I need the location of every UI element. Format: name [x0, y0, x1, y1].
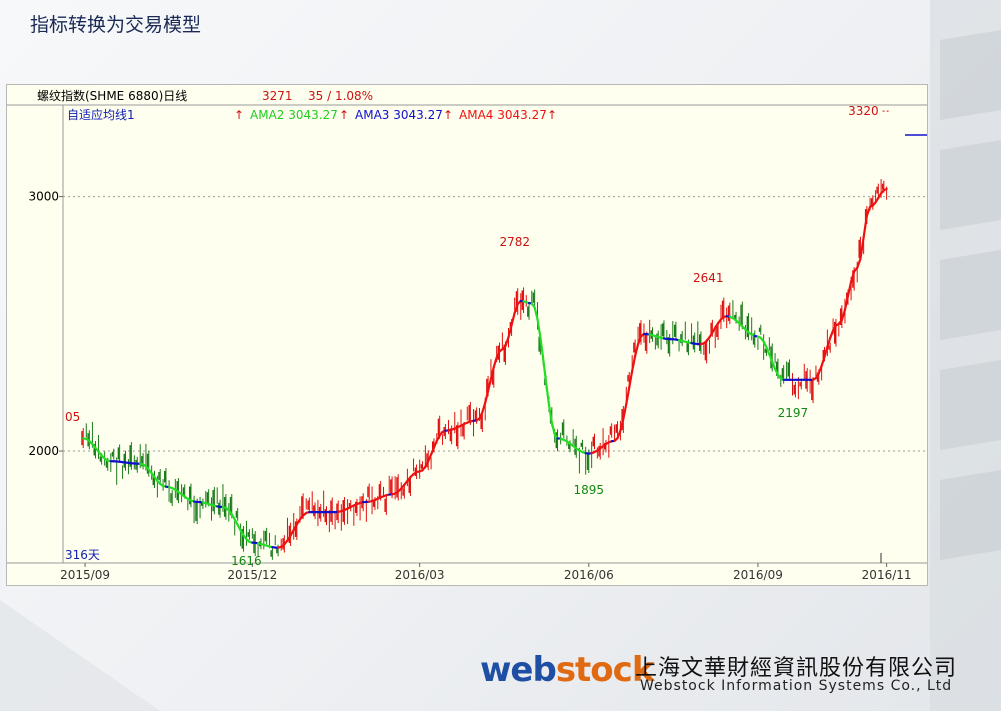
company-logo: webstock 上海文華財經資訊股份有限公司 Webstock Informa… — [480, 648, 1001, 708]
ama-segment — [489, 365, 495, 380]
ama-segment — [484, 389, 490, 404]
ama-segment — [550, 421, 556, 436]
ama-segment — [768, 353, 774, 364]
ama-segment — [817, 364, 823, 375]
ama-segment — [432, 439, 438, 449]
ama-segment — [865, 205, 872, 217]
x-tick-label: 2016/06 — [564, 568, 614, 582]
ama-segment — [846, 280, 853, 297]
annotation-2641: 2641 — [693, 271, 724, 285]
price-value: 3271 — [262, 89, 293, 103]
ama-segment — [823, 345, 829, 358]
ama-segment — [507, 323, 513, 339]
ama-segment — [628, 369, 634, 389]
ama-segment — [636, 335, 643, 346]
slide-title: 指标转换为交易模型 — [30, 14, 202, 36]
ama-segment — [542, 358, 548, 384]
logo-brand-web: web — [480, 650, 557, 690]
ama-segment — [622, 402, 628, 420]
chart-title: 螺纹指数(SHME 6880)日线 — [37, 88, 187, 103]
x-tick-label: 2015/09 — [60, 568, 110, 582]
left-edge-label: 05 — [65, 410, 80, 424]
indicator-arrow-3: ↑ — [443, 108, 453, 122]
ama-segment — [539, 336, 545, 361]
days-label: 316天 — [65, 548, 100, 562]
y-tick-label: 2000 — [28, 444, 59, 458]
x-tick-label: 2016/03 — [395, 568, 445, 582]
ama2-value: AMA2 3043.27 — [250, 108, 338, 122]
annotation-2782: 2782 — [499, 235, 530, 249]
price-change: 35 / 1.08% — [308, 89, 373, 103]
ama-segment — [492, 356, 498, 369]
ama-segment — [619, 417, 625, 432]
ama-segment — [826, 336, 832, 349]
chart-panel[interactable]: 螺纹指数(SHME 6880)日线 3271 35 / 1.08% 自适应均线1… — [6, 84, 928, 586]
indicator-arrow-1: ↑ — [234, 108, 244, 122]
x-tick-label: 2016/09 — [733, 568, 783, 582]
ama-segment — [771, 360, 777, 371]
ama-segment — [765, 346, 771, 356]
ama-segment — [856, 257, 862, 269]
indicator-arrow-4: ↑ — [547, 108, 557, 122]
company-name-en: Webstock Information Systems Co., Ltd — [640, 678, 953, 694]
ama-segment — [544, 381, 551, 406]
ama-segment — [427, 453, 433, 463]
indicator-arrow-2: ↑ — [339, 108, 349, 122]
ama-segment — [882, 187, 888, 192]
ama3-value: AMA3 3043.27 — [355, 108, 443, 122]
ama-segment — [840, 308, 847, 322]
annotation-1895: 1895 — [574, 483, 605, 497]
annotation-3320: 3320 — [848, 104, 879, 118]
logo-brand: webstock — [480, 650, 655, 690]
ama-segment — [536, 318, 542, 339]
ama-segment — [829, 329, 835, 339]
ama-segment — [429, 446, 436, 456]
ama-segment — [504, 336, 510, 348]
logo-brand-stock: stock — [555, 650, 655, 690]
x-tick-label: 2016/11 — [862, 568, 912, 582]
company-name-cn: 上海文華財經資訊股份有限公司 — [635, 656, 958, 681]
ama-segment — [478, 411, 484, 420]
ama-layer — [82, 187, 888, 549]
ama4-value: AMA4 3043.27 — [459, 108, 547, 122]
ama-segment — [510, 311, 516, 327]
x-tick-label: 2015/12 — [227, 568, 277, 582]
ama-segment — [849, 270, 856, 283]
ama-segment — [481, 401, 487, 414]
ama-segment — [533, 306, 539, 321]
ama-segment — [495, 350, 501, 359]
ama-segment — [486, 377, 493, 393]
labels-layer: 2000 3000 2015/09 2015/12 2016/03 2016/06 2016… — [28, 104, 911, 582]
grid-layer — [59, 196, 925, 567]
y-tick-label: 3000 — [28, 190, 59, 204]
ama-segment — [513, 303, 519, 315]
ama-segment — [843, 294, 850, 311]
ama-segment — [616, 429, 622, 440]
ama-segment — [634, 343, 640, 358]
ama-segment — [547, 403, 553, 424]
price-chart[interactable]: 螺纹指数(SHME 6880)日线 3271 35 / 1.08% 自适应均线1… — [7, 85, 927, 585]
ama-segment — [631, 354, 637, 373]
ama-segment — [859, 236, 865, 261]
ama-segment — [820, 355, 826, 367]
annotation-1616: 1616 — [231, 554, 262, 568]
annotation-2197: 2197 — [778, 406, 809, 420]
indicator-label: 自适应均线1 — [67, 107, 135, 122]
ama-segment — [862, 214, 868, 239]
ama-segment — [625, 386, 631, 406]
